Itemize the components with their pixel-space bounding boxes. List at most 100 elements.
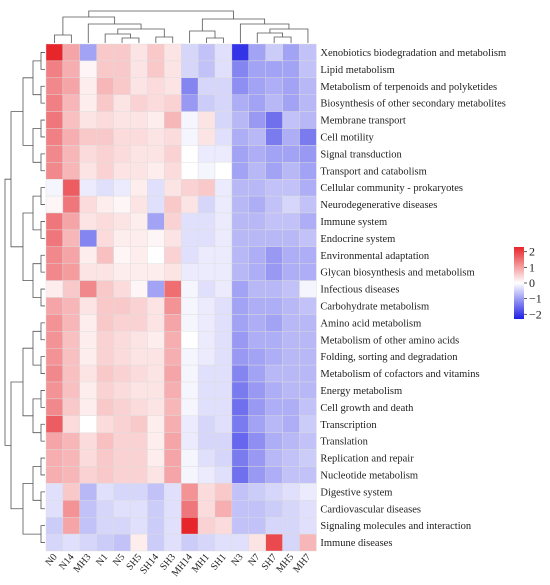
heatmap-cell (180, 145, 199, 163)
heatmap-cell (62, 128, 81, 146)
heatmap-cell (231, 466, 249, 484)
heatmap-cell (164, 348, 182, 366)
heatmap-cell (299, 43, 317, 62)
heatmap-cell (164, 128, 182, 146)
heatmap-cell (130, 94, 148, 112)
heatmap-cell (62, 60, 81, 79)
heatmap-cell (248, 111, 266, 129)
heatmap-cell (164, 178, 182, 197)
heatmap-cell (96, 162, 114, 180)
heatmap-cell (113, 533, 131, 552)
heatmap-cell (164, 466, 182, 484)
heatmap-cell (248, 280, 266, 298)
heatmap-cell (197, 314, 216, 332)
column-label: MH7 (291, 552, 313, 575)
heatmap-cell (248, 212, 266, 231)
heatmap-cell (265, 77, 283, 95)
heatmap-cell (45, 466, 64, 484)
heatmap-cell (265, 111, 283, 129)
heatmap-cell (113, 280, 131, 298)
heatmap-cell (45, 398, 64, 416)
heatmap-cell (164, 229, 182, 247)
heatmap-cell (299, 94, 317, 112)
heatmap-cell (282, 415, 300, 433)
heatmap-cell (248, 517, 266, 535)
heatmap-cell (282, 94, 300, 112)
heatmap-cell (147, 280, 165, 298)
column-label: N1 (94, 552, 110, 568)
heatmap-cell (197, 229, 216, 247)
heatmap-cell (180, 297, 199, 315)
heatmap-cell (248, 483, 266, 501)
heatmap-cell (62, 162, 81, 180)
heatmap-cell (248, 263, 266, 281)
heatmap-cell (130, 466, 148, 484)
heatmap-cell (130, 263, 148, 281)
heatmap-cell (282, 331, 300, 349)
heatmap-cell (282, 483, 300, 501)
heatmap-cell (130, 77, 148, 95)
heatmap-cell (113, 449, 131, 467)
heatmap-cell (231, 331, 249, 349)
heatmap-cell (180, 162, 199, 180)
heatmap-cell (214, 297, 233, 315)
legend-tick-label: 2 (529, 245, 535, 259)
heatmap-cell (248, 449, 266, 467)
heatmap-cell (180, 178, 199, 197)
heatmap-cell (231, 449, 249, 467)
heatmap-cell (197, 348, 216, 366)
heatmap-cell (231, 432, 249, 450)
heatmap-cell (299, 178, 317, 197)
heatmap-cell (197, 533, 216, 552)
legend-colorbar (514, 247, 524, 319)
heatmap-cell (299, 195, 317, 214)
heatmap-cell (45, 195, 64, 214)
heatmap-cell (45, 314, 64, 332)
heatmap-cell (282, 280, 300, 298)
heatmap-cell (79, 483, 97, 501)
heatmap-cell (248, 77, 266, 95)
row-label: Digestive system (320, 487, 392, 498)
heatmap-cell (79, 212, 97, 231)
heatmap-cell (130, 195, 148, 214)
heatmap-cell (113, 77, 131, 95)
heatmap-cell (282, 364, 300, 383)
heatmap-cell (299, 280, 317, 298)
heatmap-cell (265, 483, 283, 501)
heatmap-cell (197, 500, 216, 518)
heatmap-cell (265, 314, 283, 332)
heatmap-cell (299, 398, 317, 416)
heatmap-cell (180, 517, 199, 535)
heatmap-cell (197, 466, 216, 484)
heatmap-cell (180, 500, 199, 518)
heatmap-cell (231, 111, 249, 129)
heatmap-cell (45, 77, 64, 95)
heatmap-cell (130, 111, 148, 129)
row-label: Metabolism of terpenoids and polyketides (320, 82, 497, 93)
heatmap-cell (62, 280, 81, 298)
heatmap-cell (79, 466, 97, 484)
heatmap-cell (79, 195, 97, 214)
heatmap-cell (96, 297, 114, 315)
heatmap-cell (282, 111, 300, 129)
heatmap-cell (79, 381, 97, 400)
row-label: Infectious diseases (320, 285, 399, 296)
heatmap-cell (197, 280, 216, 298)
heatmap-cell (180, 246, 199, 264)
heatmap-cell (96, 398, 114, 416)
heatmap-cell (214, 145, 233, 163)
heatmap-cell (265, 212, 283, 231)
heatmap-cell (164, 94, 182, 112)
heatmap-cell (147, 483, 165, 501)
heatmap-cell (62, 483, 81, 501)
heatmap-cell (62, 145, 81, 163)
heatmap-cell (45, 381, 64, 400)
heatmap-cell (231, 517, 249, 535)
heatmap-cell (231, 162, 249, 180)
row-label: Membrane transport (320, 116, 406, 127)
heatmap-cell (164, 517, 182, 535)
heatmap-cell (113, 263, 131, 281)
heatmap-cell (248, 178, 266, 197)
heatmap-cell (299, 297, 317, 315)
heatmap-cell (79, 128, 97, 146)
